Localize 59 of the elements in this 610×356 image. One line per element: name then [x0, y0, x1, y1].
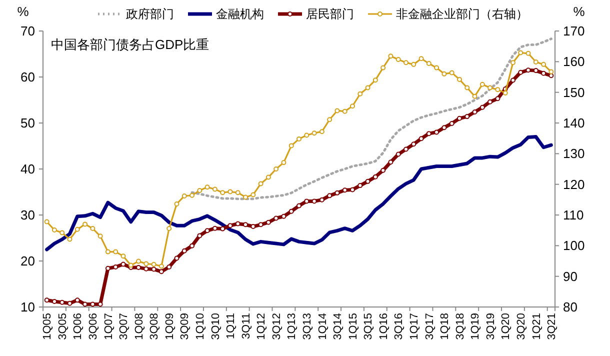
y-tick-label: 30 — [20, 208, 35, 223]
x-tick-label: 3Q07 — [118, 313, 130, 340]
x-tick-label: 3Q09 — [179, 313, 192, 340]
x-tick-label: 1Q10 — [194, 313, 207, 340]
x-tick-label: 1Q13 — [286, 313, 298, 340]
y-tick-label: 50 — [20, 116, 35, 131]
y2-tick-label: 100 — [563, 238, 585, 254]
x-tick-label: 1Q05 — [42, 313, 54, 340]
legend-label: 政府部门 — [126, 7, 174, 22]
y-tick-label: 10 — [20, 300, 35, 315]
x-tick-label: 3Q20 — [515, 313, 528, 340]
y2-tick-label: 120 — [563, 176, 585, 192]
text: 中国各部门债务占GDP比重 — [51, 37, 210, 52]
x-tick-label: 1Q11 — [225, 313, 238, 340]
y2-axis-title: % — [573, 4, 586, 19]
x-tick-label: 1Q08 — [133, 313, 146, 340]
x-tick-label: 3Q15 — [362, 313, 375, 340]
x-tick-label: 3Q05 — [56, 313, 69, 340]
x-tick-label: 1Q16 — [378, 313, 390, 340]
y2-tick-label: 80 — [563, 300, 578, 315]
y-tick-label: 20 — [20, 254, 35, 269]
x-tick-label: 1Q14 — [316, 313, 329, 340]
legend-label: 金融机构 — [216, 7, 264, 22]
x-tick-label: 3Q19 — [484, 313, 497, 340]
x-tick-label: 3Q18 — [454, 313, 466, 340]
y-axis-title: % — [17, 4, 30, 19]
x-tick-label: 1Q19 — [470, 313, 482, 340]
y2-tick-label: 140 — [563, 116, 585, 131]
legend-label: 非金融企业部门（右轴） — [396, 7, 528, 22]
x-tick-label: 1Q12 — [256, 313, 268, 340]
x-tick-label: 1Q15 — [347, 313, 360, 340]
y-tick-label: 40 — [20, 162, 35, 177]
y-tick-label: 60 — [20, 70, 35, 85]
y2-tick-label: 110 — [563, 208, 584, 223]
x-tick-label: 1Q18 — [439, 313, 452, 340]
x-tick-label: 3Q11 — [240, 313, 252, 340]
x-tick-label: 1Q21 — [530, 313, 543, 340]
x-tick-label: 3Q08 — [148, 313, 161, 340]
y2-tick-label: 130 — [563, 146, 585, 162]
x-tick-label: 3Q12 — [270, 313, 283, 340]
x-tick-label: 3Q06 — [88, 313, 100, 340]
y2-tick-label: 170 — [563, 24, 585, 39]
y2-tick-label: 90 — [563, 268, 578, 284]
x-tick-label: 3Q16 — [393, 313, 406, 340]
x-tick-label: 3Q21 — [546, 313, 558, 340]
x-tick-label: 3Q10 — [210, 313, 222, 340]
x-tick-label: 1Q06 — [72, 313, 84, 340]
y2-tick-label: 160 — [563, 54, 585, 70]
y2-tick-label: 150 — [563, 84, 585, 100]
x-tick-label: 1Q09 — [164, 313, 176, 340]
x-tick-label: 1Q07 — [102, 313, 115, 340]
line-series — [45, 135, 553, 252]
legend-label: 居民部门 — [306, 7, 354, 22]
x-tick-label: 3Q13 — [301, 313, 314, 340]
x-tick-label: 1Q20 — [500, 313, 512, 340]
y-tick-label: 70 — [20, 24, 35, 39]
x-tick-label: 3Q14 — [332, 313, 344, 340]
x-tick-label: 3Q17 — [424, 313, 436, 340]
x-tick-label: 1Q17 — [408, 313, 420, 340]
